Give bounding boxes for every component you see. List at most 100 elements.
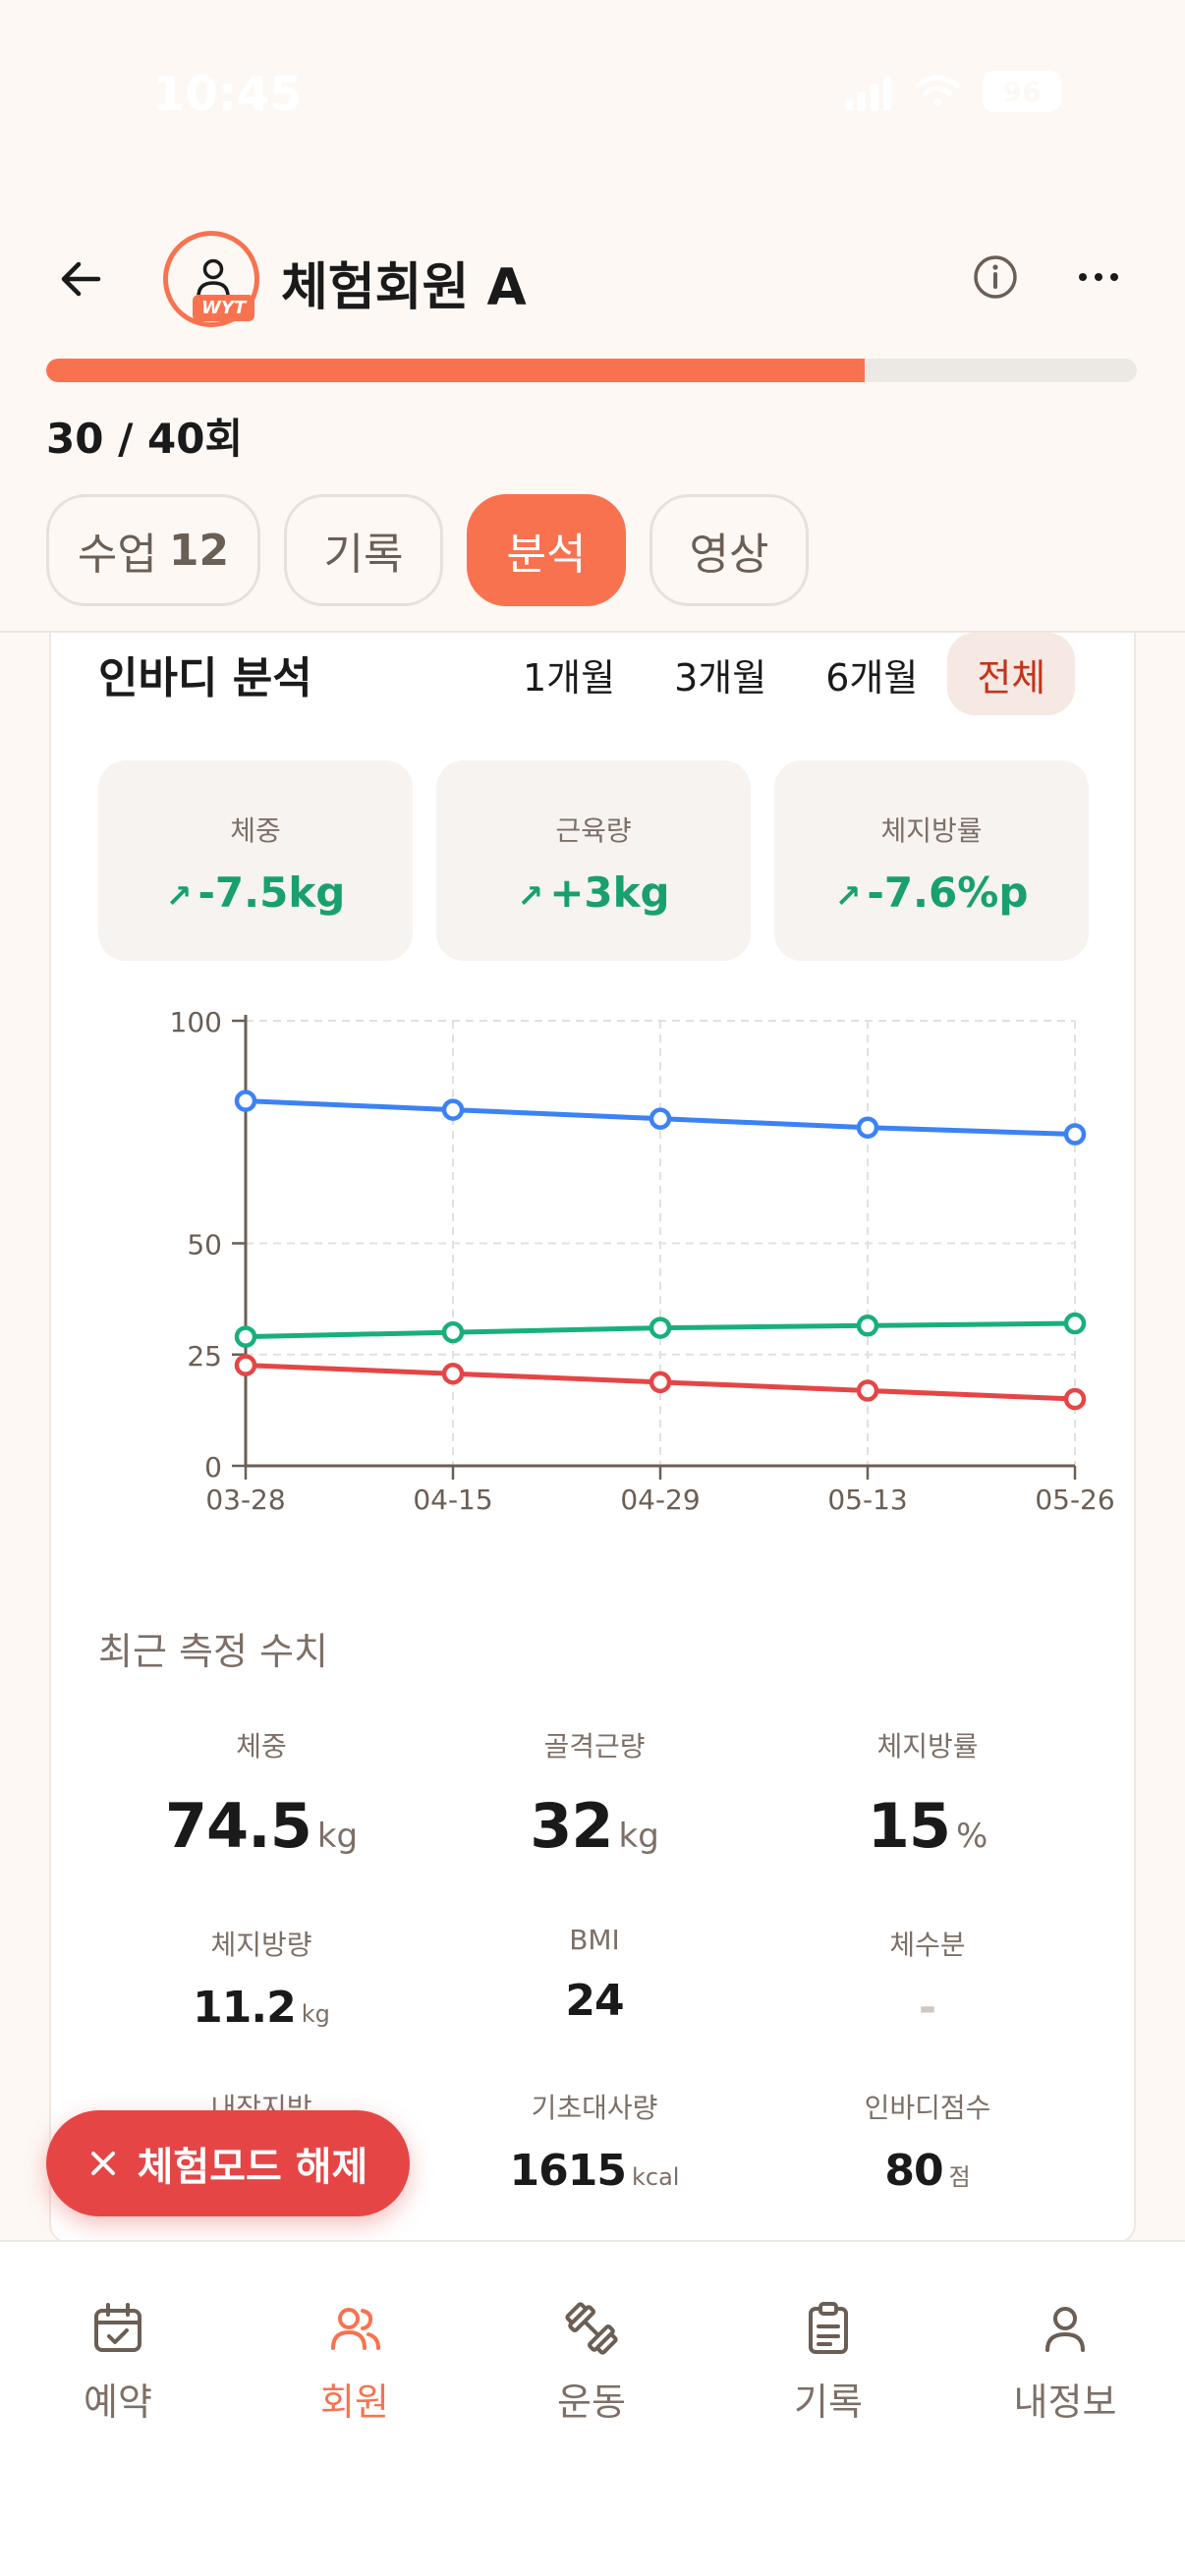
range-6-months[interactable]: 6개월 bbox=[825, 655, 919, 700]
info-icon[interactable] bbox=[968, 250, 1023, 305]
tab-videos[interactable]: 영상 bbox=[649, 494, 809, 606]
metric-number: 74.5 bbox=[164, 1790, 312, 1862]
range-3-months[interactable]: 3개월 bbox=[674, 655, 767, 700]
summary-label: 체지방률 bbox=[880, 814, 983, 847]
y-tick-label: 50 bbox=[187, 1229, 222, 1261]
metric-inbody-score: 인바디점수 80 점 bbox=[761, 2087, 1095, 2196]
metric-body-fat-rate: 체지방률 15% bbox=[761, 1725, 1095, 1862]
session-progress-fill bbox=[46, 359, 865, 382]
metric-number: - bbox=[918, 1983, 937, 2033]
metric-bmi: BMI 24 bbox=[427, 1924, 762, 2026]
nav-label: 기록 bbox=[794, 2380, 863, 2424]
series-3-point bbox=[856, 1379, 879, 1402]
series-1-point bbox=[234, 1090, 257, 1112]
tab-label: 영상 bbox=[689, 530, 769, 580]
range-1-month[interactable]: 1개월 bbox=[523, 655, 616, 700]
users-icon bbox=[331, 2308, 380, 2350]
summary-value-text: +3kg bbox=[549, 868, 670, 917]
metric-weight: 체중 74.5 kg bbox=[94, 1725, 428, 1862]
metric-number: 32 bbox=[530, 1790, 613, 1862]
more-icon[interactable] bbox=[1071, 250, 1126, 305]
metric-label: 체중 bbox=[236, 1730, 287, 1763]
metric-label: 기초대사량 bbox=[531, 2092, 658, 2124]
divider bbox=[0, 631, 1185, 633]
series-1-point bbox=[1063, 1123, 1087, 1146]
metric-bmr: 기초대사량 1615 kcal bbox=[427, 2087, 762, 2196]
y-tick-label: 25 bbox=[187, 1340, 222, 1372]
tab-count: 12 bbox=[168, 525, 230, 576]
person-icon bbox=[197, 258, 230, 299]
summary-value: ↗ +3kg bbox=[436, 868, 751, 917]
bottom-nav: 예약 회원 운동 기록 bbox=[0, 2240, 1185, 2576]
metric-unit: kg bbox=[618, 1817, 659, 1856]
summary-muscle: 근육량 ↗ +3kg bbox=[436, 760, 751, 961]
tab-label: 분석 bbox=[506, 530, 587, 580]
metric-value: 11.2 kg bbox=[94, 1983, 428, 2033]
back-arrow-icon[interactable] bbox=[49, 248, 112, 310]
nav-reservation[interactable]: 예약 bbox=[20, 2299, 216, 2426]
nav-my-info[interactable]: 내정보 bbox=[967, 2299, 1163, 2426]
summary-value-text: -7.5kg bbox=[198, 868, 346, 917]
battery-indicator: 96 bbox=[983, 71, 1061, 112]
metric-number: 80 bbox=[884, 2146, 943, 2196]
metric-value: 80 점 bbox=[761, 2146, 1095, 2196]
trend-icon: ↗ bbox=[517, 877, 544, 915]
exit-trial-mode-button[interactable]: 체험모드 해제 bbox=[46, 2110, 410, 2216]
metric-number: 1615 bbox=[509, 2146, 627, 2196]
dumbbell-icon bbox=[565, 2302, 618, 2355]
series-1-point bbox=[856, 1116, 879, 1139]
x-tick-label: 04-15 bbox=[413, 1484, 492, 1516]
metric-label: 체지방률 bbox=[876, 1730, 979, 1763]
nav-exercise[interactable]: 운동 bbox=[493, 2299, 690, 2426]
status-bar: 10:45 96 bbox=[0, 0, 1185, 196]
summary-label: 체중 bbox=[230, 814, 281, 847]
summary-value: ↗ -7.5kg bbox=[98, 868, 413, 917]
range-all[interactable]: 전체 bbox=[947, 633, 1076, 715]
session-progress-bar bbox=[46, 359, 1137, 382]
metric-unit: kg bbox=[316, 1817, 359, 1856]
metric-number: 11.2 bbox=[193, 1983, 297, 2033]
summary-value-text: -7.6%p bbox=[867, 868, 1029, 917]
member-header: WYT 체험회원 A bbox=[0, 226, 1185, 327]
trend-icon: ↗ bbox=[834, 877, 862, 915]
series-1-point bbox=[441, 1098, 465, 1121]
inbody-title: 인바디 분석 bbox=[98, 653, 312, 703]
tab-label: 수업 bbox=[77, 530, 157, 580]
nav-label: 예약 bbox=[84, 2380, 152, 2424]
calendar-check-icon bbox=[94, 2303, 141, 2352]
series-2-point bbox=[1063, 1312, 1087, 1335]
metric-label: 골격근량 bbox=[543, 1730, 646, 1763]
metric-unit: kcal bbox=[632, 2163, 680, 2191]
metric-value: - bbox=[761, 1983, 1095, 2033]
metric-number: 15 bbox=[867, 1790, 951, 1862]
exit-trial-mode-label: 체험모드 해제 bbox=[137, 2145, 368, 2190]
inbody-analysis-card: 인바디 분석 1개월 3개월 6개월 전체 체중 ↗ -7.5kg 근육량 ↗ +3… bbox=[49, 633, 1136, 2244]
metric-skeletal-muscle: 골격근량 32 kg bbox=[427, 1725, 762, 1862]
series-1-point bbox=[649, 1107, 672, 1130]
y-tick-label: 0 bbox=[204, 1451, 222, 1484]
tab-records[interactable]: 기록 bbox=[284, 494, 443, 606]
status-time: 10:45 bbox=[152, 67, 303, 122]
nav-members[interactable]: 회원 bbox=[256, 2299, 453, 2426]
metric-value: 32 kg bbox=[427, 1790, 762, 1862]
metric-unit: 점 bbox=[948, 2163, 971, 2191]
x-tick-label: 05-13 bbox=[827, 1484, 907, 1516]
inbody-trend-chart: 100 50 25 003-28 04-15 04-29 05-13 05-26 bbox=[170, 1006, 1115, 1516]
wyt-badge: WYT bbox=[193, 295, 255, 321]
tab-analysis[interactable]: 분석 bbox=[467, 494, 626, 606]
recent-title: 최근 측정 수치 bbox=[98, 1630, 328, 1673]
nav-label: 회원 bbox=[320, 2380, 389, 2424]
metric-unit: kg bbox=[301, 2000, 330, 2028]
series-3-point bbox=[441, 1362, 465, 1385]
metric-number: 24 bbox=[565, 1976, 624, 2026]
summary-label: 근육량 bbox=[555, 814, 632, 847]
member-name: 체험회원 A bbox=[281, 258, 527, 317]
nav-label: 내정보 bbox=[1013, 2380, 1117, 2424]
range-filter: 1개월 3개월 6개월 전체 bbox=[493, 633, 1076, 715]
nav-records[interactable]: 기록 bbox=[730, 2299, 927, 2426]
series-2-point bbox=[649, 1316, 672, 1339]
metric-unit: % bbox=[955, 1817, 988, 1856]
series-3-point bbox=[234, 1354, 257, 1376]
tab-lessons[interactable]: 수업 12 bbox=[46, 494, 260, 606]
metric-value: 74.5 kg bbox=[94, 1790, 428, 1862]
